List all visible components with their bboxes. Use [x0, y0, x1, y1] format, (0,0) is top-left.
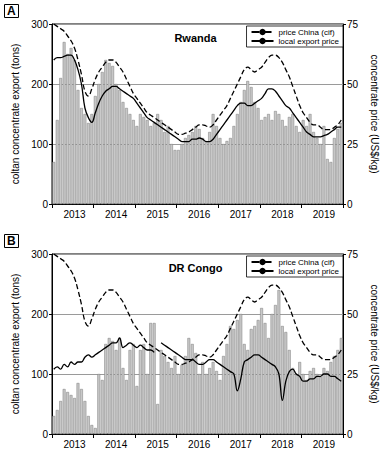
- svg-text:200: 200: [31, 79, 48, 90]
- svg-text:2018: 2018: [271, 439, 294, 450]
- svg-text:Rwanda: Rwanda: [174, 32, 217, 44]
- svg-text:A: A: [7, 4, 16, 18]
- svg-text:price China (cif): price China (cif): [279, 258, 335, 267]
- svg-text:0: 0: [42, 429, 48, 440]
- svg-text:200: 200: [31, 309, 48, 320]
- svg-text:local export price: local export price: [279, 37, 340, 46]
- svg-text:25: 25: [347, 139, 359, 150]
- svg-text:coltan concentrate export (ton: coltan concentrate export (tons): [10, 274, 21, 415]
- svg-text:price China (cif): price China (cif): [279, 28, 335, 37]
- svg-text:75: 75: [347, 249, 359, 260]
- svg-text:2019: 2019: [313, 209, 336, 220]
- svg-text:0: 0: [42, 199, 48, 210]
- svg-text:2018: 2018: [271, 209, 294, 220]
- svg-text:2015: 2015: [147, 209, 170, 220]
- svg-text:100: 100: [31, 369, 48, 380]
- svg-text:50: 50: [347, 79, 359, 90]
- svg-text:2019: 2019: [313, 439, 336, 450]
- svg-text:2017: 2017: [230, 209, 253, 220]
- svg-text:2013: 2013: [63, 209, 86, 220]
- svg-text:50: 50: [347, 309, 359, 320]
- svg-text:concentrate price (US$/kg): concentrate price (US$/kg): [369, 285, 380, 404]
- svg-text:2013: 2013: [63, 439, 86, 450]
- svg-text:local export price: local export price: [279, 267, 340, 276]
- svg-text:2014: 2014: [105, 209, 128, 220]
- svg-text:concentrate price (US$/kg): concentrate price (US$/kg): [369, 55, 380, 174]
- svg-text:300: 300: [31, 19, 48, 30]
- svg-text:B: B: [7, 234, 16, 248]
- svg-text:2016: 2016: [188, 209, 211, 220]
- svg-text:0: 0: [347, 199, 353, 210]
- svg-text:DR Congo: DR Congo: [169, 262, 223, 274]
- svg-text:300: 300: [31, 249, 48, 260]
- svg-text:2017: 2017: [230, 439, 253, 450]
- svg-text:25: 25: [347, 369, 359, 380]
- svg-text:0: 0: [347, 429, 353, 440]
- svg-text:75: 75: [347, 19, 359, 30]
- svg-text:2014: 2014: [105, 439, 128, 450]
- svg-text:2015: 2015: [147, 439, 170, 450]
- svg-text:2016: 2016: [188, 439, 211, 450]
- svg-text:coltan concentrate export (ton: coltan concentrate export (tons): [10, 44, 21, 185]
- svg-text:100: 100: [31, 139, 48, 150]
